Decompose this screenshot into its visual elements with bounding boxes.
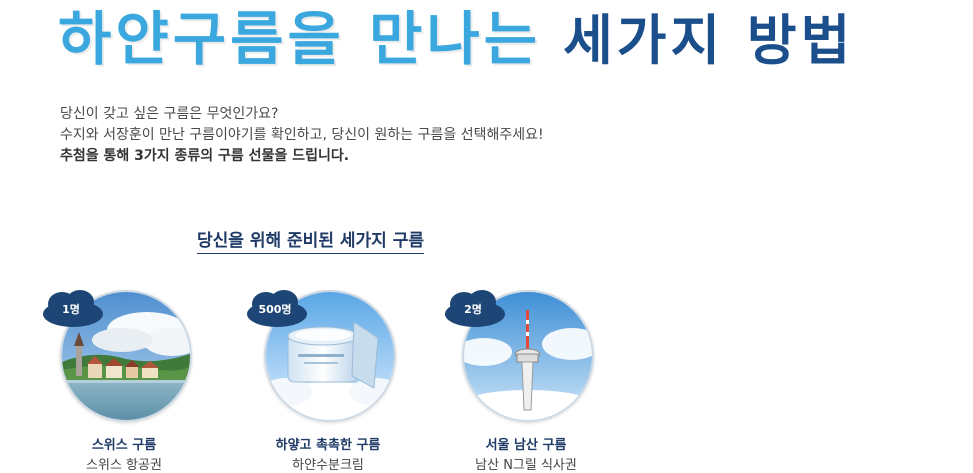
swiss-lake-town-image — [60, 290, 192, 422]
prize-card-namsan[interactable]: 2명 서울 남산 구름 남산 N그릴 식사권 — [442, 288, 602, 473]
section-title: 당신을 위해 준비된 세가지 구름 — [197, 226, 424, 254]
headline-part-2: 세가지 방법 — [563, 9, 855, 72]
prize-name: 서울 남산 구름 — [485, 438, 567, 453]
intro-text: 당신이 갖고 싶은 구름은 무엇인가요? 수지와 서장훈이 만난 구름이야기를 … — [60, 104, 544, 167]
winner-count-badge: 500명 — [244, 288, 310, 330]
winner-count: 1명 — [62, 303, 80, 316]
intro-line-2: 수지와 서장훈이 만난 구름이야기를 확인하고, 당신이 원하는 구름을 선택해… — [60, 127, 544, 143]
intro-line-1: 당신이 갖고 싶은 구름은 무엇인가요? — [60, 106, 279, 122]
headline-part-1: 하얀구름을 만나는 — [58, 5, 542, 73]
prize-description: 남산 N그릴 식사권 — [475, 458, 577, 473]
prize-description: 스위스 항공권 — [86, 458, 162, 473]
prize-card-swiss[interactable]: 1명 스위스 구름 스위스 항공권 — [40, 288, 200, 473]
intro-line-3: 추첨을 통해 3가지 종류의 구름 선물을 드립니다. — [60, 148, 350, 164]
winner-count-badge: 1명 — [40, 288, 106, 330]
prize-card-cream[interactable]: 500명 하얗고 촉촉한 구름 하얀수분크림 — [244, 288, 404, 473]
winner-count-badge: 2명 — [442, 288, 508, 330]
winner-count: 2명 — [464, 303, 482, 316]
winner-count: 500명 — [258, 303, 292, 316]
prize-description: 하얀수분크림 — [292, 458, 364, 473]
prize-name: 하얗고 촉촉한 구름 — [275, 438, 381, 453]
prize-name: 스위스 구름 — [91, 438, 157, 453]
headline: 하얀구름을 만나는 세가지 방법 — [58, 2, 854, 78]
